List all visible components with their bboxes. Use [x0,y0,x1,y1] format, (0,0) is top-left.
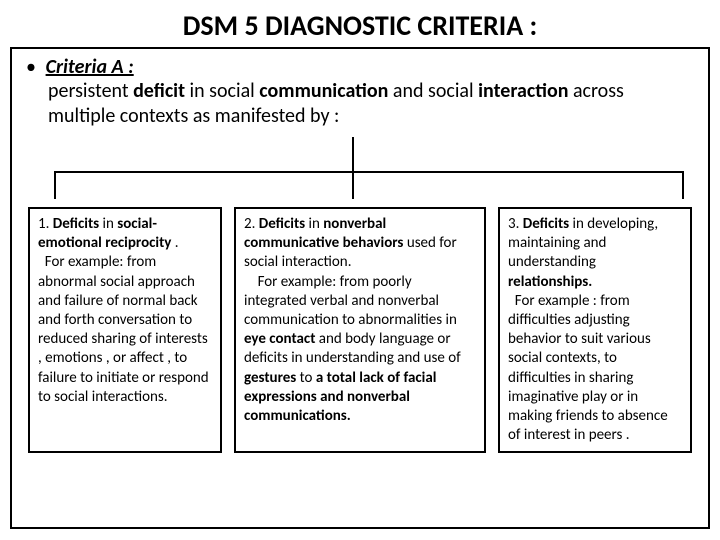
deficit-box-1: 1. Deficits in social-emotional reciproc… [28,207,222,453]
connector-diagram [26,137,694,207]
columns: 1. Deficits in social-emotional reciproc… [26,207,694,453]
connector-drop-2 [352,171,354,199]
connector-stem [352,137,354,171]
bullet: • [26,55,36,79]
page-title: DSM 5 DIAGNOSTIC CRITERIA : [0,0,720,47]
deficit-box-3: 3. Deficits in developing, maintaining a… [498,207,692,453]
criteria-label: Criteria A : [46,55,134,79]
connector-drop-1 [54,171,56,199]
connector-hbar [54,171,684,173]
connector-drop-3 [682,171,684,199]
criteria-heading: • Criteria A : [26,55,694,79]
main-container: • Criteria A : persistent deficit in soc… [10,47,710,529]
deficit-box-2: 2. Deficits in nonverbal communicative b… [234,207,486,453]
criteria-description: persistent deficit in social communicati… [48,79,694,129]
